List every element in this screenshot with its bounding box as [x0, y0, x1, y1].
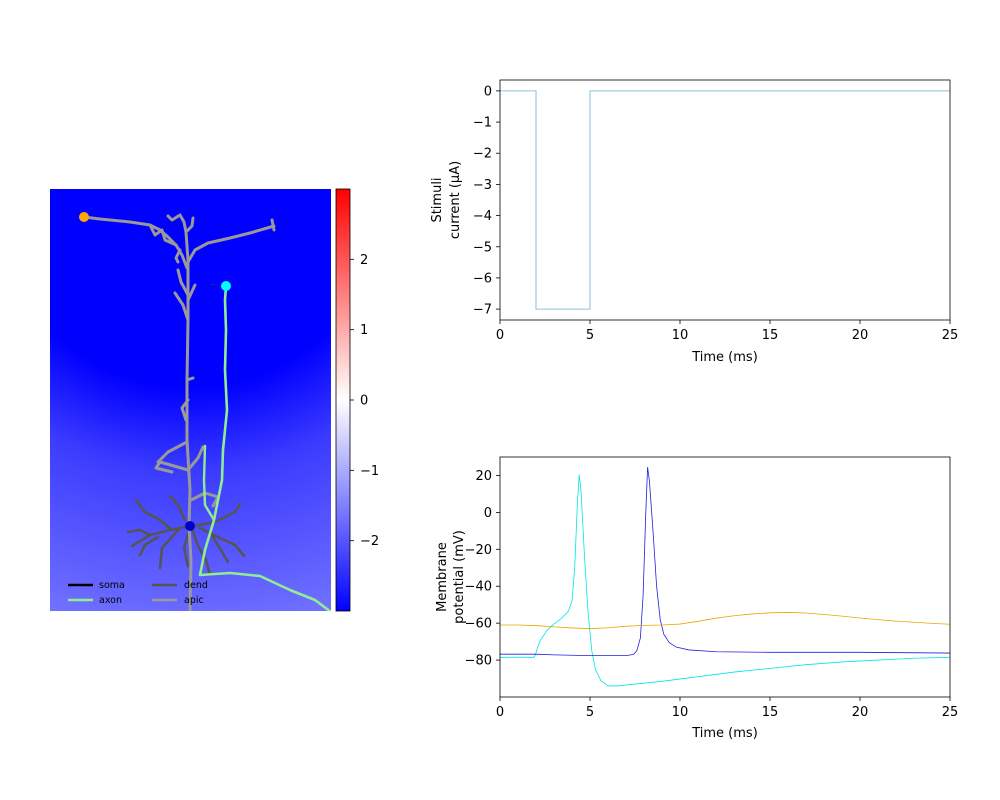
- membrane-ytick-label: −20: [465, 543, 492, 558]
- membrane-potential-panel: 0 5 10 15 20 25 20 0 −20 −40 −60 −80 Time (ms) Memb…: [435, 456, 959, 741]
- stimulus-axes-background: [500, 80, 950, 320]
- membrane-axes-frame: [499, 456, 951, 698]
- stimulus-series-line-0: [500, 90, 950, 310]
- membrane-series-line-1: [500, 467, 951, 657]
- legend-item-soma: soma: [68, 580, 125, 591]
- colorbar: 2 1 0 −1 −2: [335, 188, 379, 612]
- membrane-xtick-label: 0: [496, 705, 504, 720]
- stimulus-ytick-label: −1: [473, 116, 492, 131]
- stimulus-xtick-label: 10: [672, 328, 689, 343]
- electrode-tick: [210, 283, 216, 286]
- membrane-xtick-label: 5: [586, 705, 594, 720]
- stimulus-xtick-label: 25: [942, 328, 959, 343]
- stimulus-ylabel-line1: Stimuli: [430, 177, 445, 222]
- legend-label-axon: axon: [99, 595, 122, 606]
- membrane-plot-area: 0 5 10 15 20 25 20 0 −20 −40 −60 −80: [465, 456, 959, 720]
- morphology-panel: soma axon dend apic 2 1 0 −1 −2: [50, 188, 379, 612]
- legend-item-apic: apic: [152, 595, 204, 606]
- membrane-xtick-label: 20: [852, 705, 869, 720]
- membrane-xlabel: Time (ms): [691, 726, 758, 741]
- stimulus-axes-frame: [499, 79, 951, 321]
- membrane-ytick-label: −60: [465, 617, 492, 632]
- legend-label-dend: dend: [184, 580, 208, 591]
- colorbar-tick-label: −1: [360, 464, 379, 479]
- stimulus-xtick-label: 5: [586, 328, 594, 343]
- legend-item-axon: axon: [68, 595, 122, 606]
- morphology-legend: soma axon dend apic: [68, 580, 208, 606]
- membrane-ylabel-line2: potential (mV): [452, 530, 467, 624]
- stimulus-ytick-label: 0: [484, 84, 492, 99]
- apical-tuft-marker: [79, 212, 89, 222]
- legend-label-soma: soma: [99, 580, 125, 591]
- neuron-morphology: [79, 212, 331, 611]
- soma-marker: [185, 521, 195, 531]
- legend-item-dend: dend: [152, 580, 208, 591]
- stimulus-xtick-label: 15: [762, 328, 779, 343]
- stimulus-ytick-label: −4: [473, 209, 492, 224]
- stimulus-current-panel: 0 5 10 15 20 25 0 −1 −2 −3 −4 −5 −6 −7 Time (ms) Stim…: [430, 79, 959, 365]
- stimulus-ylabel-line2: current (μA): [448, 161, 463, 239]
- membrane-axes-background: [500, 457, 950, 697]
- stimulus-marker: [221, 281, 231, 291]
- apical-dendrite: [82, 213, 276, 611]
- colorbar-tick-label: 1: [360, 323, 368, 338]
- colorbar-gradient: [335, 188, 351, 612]
- colorbar-tick-label: 2: [360, 253, 368, 268]
- membrane-xtick-label: 10: [672, 705, 689, 720]
- stimulus-xtick-label: 20: [852, 328, 869, 343]
- stimulus-xtick-label: 0: [496, 328, 504, 343]
- stimulus-ytick-label: −5: [473, 240, 492, 255]
- membrane-ylabel-line1: Membrane: [435, 542, 450, 612]
- stimulus-xlabel: Time (ms): [691, 350, 758, 365]
- stimulus-ytick-label: −6: [473, 271, 492, 286]
- colorbar-ticks: 2 1 0 −1 −2: [350, 253, 379, 549]
- membrane-ytick-label: 0: [484, 506, 492, 521]
- stimulus-plot-area: 0 5 10 15 20 25 0 −1 −2 −3 −4 −5 −6 −7: [473, 79, 959, 343]
- colorbar-tick-label: −2: [360, 534, 379, 549]
- stimulus-ytick-label: −3: [473, 178, 492, 193]
- membrane-ytick-label: −40: [465, 580, 492, 595]
- legend-label-apic: apic: [184, 595, 204, 606]
- membrane-xtick-label: 15: [762, 705, 779, 720]
- membrane-series-line-0: [500, 474, 951, 687]
- membrane-series-line-2: [500, 612, 951, 630]
- membrane-ytick-label: 20: [475, 469, 492, 484]
- axon-collateral: [202, 444, 216, 522]
- colorbar-tick-label: 0: [360, 394, 368, 409]
- stimulus-ytick-label: −7: [473, 303, 492, 318]
- membrane-xtick-label: 25: [942, 705, 959, 720]
- stimulus-ytick-label: −2: [473, 147, 492, 162]
- membrane-ytick-label: −80: [465, 654, 492, 669]
